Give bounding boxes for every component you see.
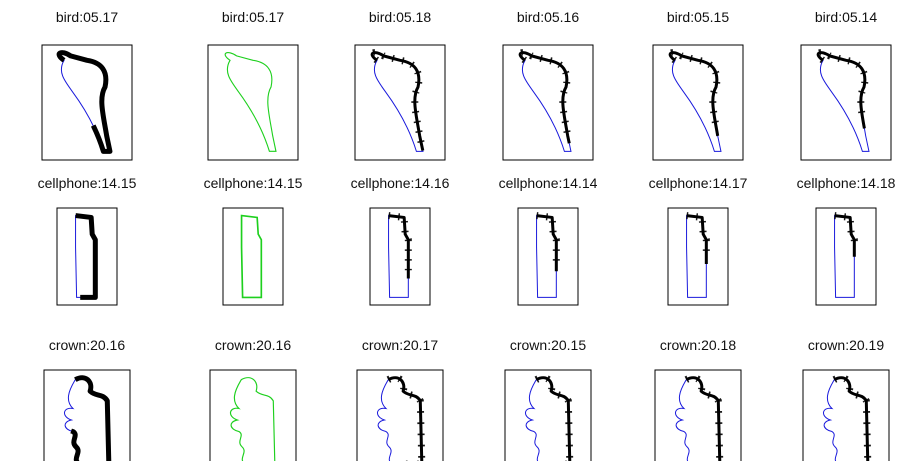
panel-box <box>816 208 876 305</box>
matched-segment <box>675 378 719 461</box>
panel-box <box>208 45 298 160</box>
matched-segment <box>525 378 569 461</box>
shape <box>64 378 108 461</box>
shape <box>835 216 855 298</box>
shape <box>520 53 571 152</box>
panel-box <box>668 208 728 305</box>
shape-outline <box>525 378 569 461</box>
matched-points <box>525 378 569 461</box>
panel-label: cellphone:14.17 <box>649 175 748 191</box>
matched-segment <box>76 216 96 298</box>
panel-label: crown:20.16 <box>49 337 125 353</box>
shape <box>687 216 707 298</box>
panel-label: crown:20.19 <box>808 337 884 353</box>
matched-segment <box>687 216 707 298</box>
matched-segment <box>64 378 108 461</box>
panel-label: bird:05.14 <box>815 9 877 25</box>
shape-outline <box>230 378 274 461</box>
panel-label: bird:05.17 <box>222 9 284 25</box>
page: {"rows": [ {"panels": [{"label": "bird:0… <box>0 0 919 461</box>
panel-box <box>44 370 130 461</box>
shape <box>377 378 421 461</box>
shape <box>76 216 96 298</box>
shape <box>675 378 719 461</box>
panel-label: bird:05.15 <box>667 9 729 25</box>
matched-points <box>675 378 719 461</box>
shape <box>389 216 409 298</box>
matched-segment <box>835 216 855 298</box>
panel-label: cellphone:14.18 <box>797 175 896 191</box>
matched-segment <box>377 378 421 461</box>
panel-box <box>518 208 578 305</box>
shape-grid: bird:05.17 bird:05.17 bird:05.18 bird:05.16… <box>0 0 919 461</box>
panel-label: bird:05.18 <box>369 9 431 25</box>
panel-box <box>57 208 117 305</box>
matched-segment <box>823 378 867 461</box>
matched-segment <box>59 53 110 152</box>
panel-box <box>355 45 445 160</box>
panel-label: cellphone:14.14 <box>499 175 598 191</box>
shape <box>59 53 110 152</box>
shape <box>537 216 557 298</box>
shape <box>823 378 867 461</box>
shape <box>230 378 274 461</box>
panel-box <box>801 45 891 160</box>
matched-segment <box>537 216 557 298</box>
shape-outline <box>377 378 421 461</box>
matched-points <box>377 378 421 461</box>
panel-box <box>210 370 296 461</box>
panel-box <box>370 208 430 305</box>
panel-label: cellphone:14.15 <box>204 175 303 191</box>
panel-label: cellphone:14.16 <box>351 175 450 191</box>
panel-box <box>503 45 593 160</box>
panel-box <box>505 370 591 461</box>
shape <box>525 378 569 461</box>
panel-label: crown:20.17 <box>362 337 438 353</box>
shape <box>242 216 262 298</box>
panel-label: crown:20.18 <box>660 337 736 353</box>
panel-box <box>655 370 741 461</box>
shape-outline <box>823 378 867 461</box>
panel-box <box>357 370 443 461</box>
shape <box>818 53 869 152</box>
shape <box>225 53 276 152</box>
shape-outline <box>675 378 719 461</box>
panel-box <box>803 370 889 461</box>
shape <box>670 53 721 152</box>
matched-points <box>823 378 867 461</box>
shape-outline <box>225 53 276 152</box>
panel-label: crown:20.15 <box>510 337 586 353</box>
panel-label: crown:20.16 <box>215 337 291 353</box>
panel-box <box>653 45 743 160</box>
shape <box>372 53 423 152</box>
panel-box <box>223 208 283 305</box>
matched-segment <box>389 216 409 298</box>
shape-outline <box>64 378 108 461</box>
panel-label: bird:05.16 <box>517 9 579 25</box>
panel-label: bird:05.17 <box>56 9 118 25</box>
shape-outline <box>242 216 262 298</box>
panel-label: cellphone:14.15 <box>38 175 137 191</box>
